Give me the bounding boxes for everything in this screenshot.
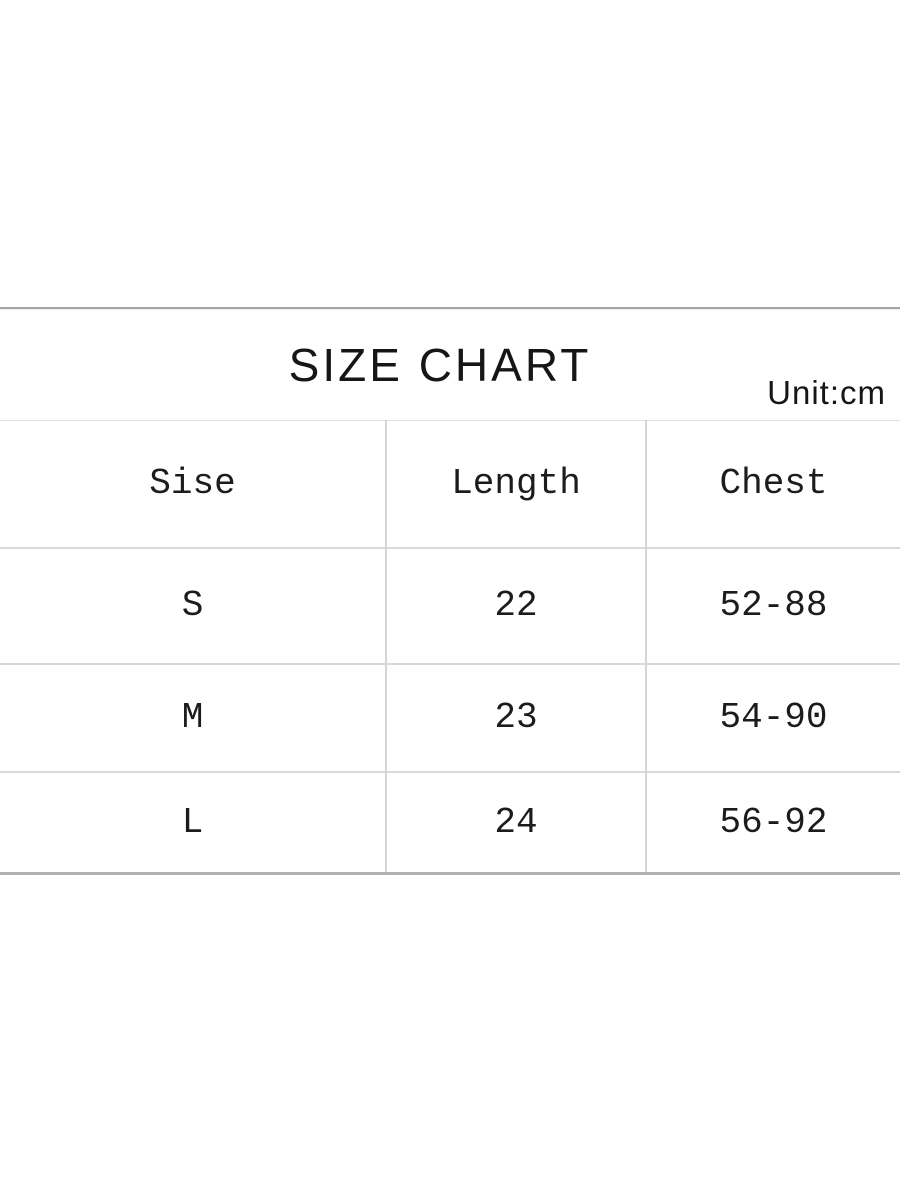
column-header-chest: Chest (646, 420, 900, 548)
cell-size-l: L (0, 770, 386, 874)
cell-length-m: 23 (385, 662, 647, 772)
top-divider-rule (0, 307, 900, 309)
table-row-m: M 23 54-90 (0, 662, 900, 772)
table-row-l: L 24 56-92 (0, 770, 900, 874)
table-header-row: Sise Length Chest (0, 420, 900, 548)
cell-length-s: 22 (385, 546, 647, 664)
cell-chest-l: 56-92 (646, 770, 900, 874)
cell-size-s: S (0, 546, 386, 664)
column-header-length: Length (385, 420, 647, 548)
column-header-size: Sise (0, 420, 386, 548)
cell-chest-s: 52-88 (646, 546, 900, 664)
cell-chest-m: 54-90 (646, 662, 900, 772)
title-band: SIZE CHART Unit:cm (0, 309, 900, 420)
size-table: Sise Length Chest S 22 52-88 M 23 54-90 … (0, 420, 900, 875)
unit-label: Unit:cm (767, 374, 886, 411)
table-row-s: S 22 52-88 (0, 546, 900, 664)
cell-size-m: M (0, 662, 386, 772)
cell-length-l: 24 (385, 770, 647, 874)
page-title: SIZE CHART (288, 338, 592, 391)
